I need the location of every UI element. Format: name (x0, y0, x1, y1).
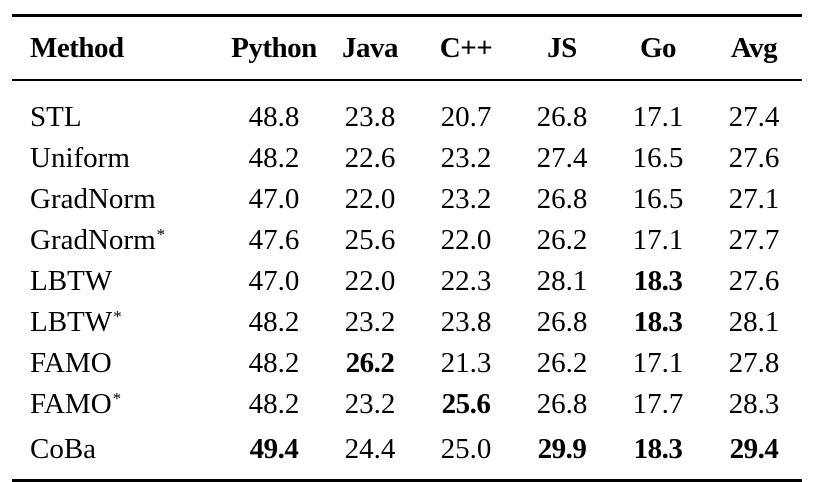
java-value-cell: 23.2 (344, 388, 396, 420)
js-value-cell: 28.1 (536, 265, 588, 297)
cpp-value-cell: 25.0 (440, 432, 492, 465)
go-value-cell: 17.1 (632, 224, 684, 256)
avg-value-cell: 27.6 (728, 265, 780, 297)
java-value-cell: 24.4 (344, 432, 396, 465)
method-cell: FAMO* (12, 384, 226, 425)
java-value-cell: 23.2 (344, 306, 396, 338)
java-value-cell: 25.6 (344, 224, 396, 256)
header-go: Go (639, 31, 677, 64)
python-value-cell: 48.2 (248, 142, 300, 174)
method-name: GradNorm (30, 183, 156, 215)
js-value-cell: 27.4 (536, 142, 588, 174)
method-name: LBTW (30, 306, 113, 338)
method-name: FAMO (30, 347, 112, 379)
js-value-cell: 26.2 (536, 224, 588, 256)
js-value-cell: 26.2 (536, 347, 588, 379)
results-table: Method Python Java C++ JS Go Avg STL 48.8… (12, 14, 802, 482)
results-table-container: Method Python Java C++ JS Go Avg STL 48.8… (12, 14, 802, 482)
avg-value-cell: 27.8 (728, 347, 780, 379)
js-value-cell: 29.9 (537, 432, 587, 465)
variant-asterisk: * (156, 225, 166, 244)
java-value-cell: 26.2 (345, 347, 395, 379)
method-name: LBTW (30, 265, 113, 297)
variant-asterisk: * (113, 307, 122, 326)
table-row: STL 48.8 23.8 20.7 26.8 17.1 27.4 (12, 80, 802, 138)
method-cell: LBTW (12, 261, 226, 302)
python-value-cell: 48.2 (248, 347, 300, 379)
method-cell: Uniform (12, 138, 226, 179)
table-row: GradNorm* 47.6 25.6 22.0 26.2 17.1 27.7 (12, 220, 802, 261)
method-cell: GradNorm (12, 179, 226, 220)
method-cell: CoBa (12, 425, 226, 481)
table-row: LBTW* 48.2 23.2 23.8 26.8 18.3 28.1 (12, 302, 802, 343)
js-value-cell: 26.8 (536, 183, 588, 215)
cpp-value-cell: 23.2 (440, 183, 492, 215)
table-body: STL 48.8 23.8 20.7 26.8 17.1 27.4 Uniform 48.2 22… (12, 80, 802, 481)
avg-value-cell: 29.4 (729, 432, 779, 465)
python-value-cell: 47.0 (248, 265, 300, 297)
avg-value-cell: 28.1 (728, 306, 780, 338)
method-name: CoBa (30, 432, 97, 465)
header-cpp: C++ (439, 31, 493, 64)
header-avg: Avg (730, 31, 778, 64)
table-row: CoBa 49.4 24.4 25.0 29.9 18.3 29.4 (12, 425, 802, 481)
header-python: Python (231, 31, 317, 64)
python-value-cell: 47.0 (248, 183, 300, 215)
python-value-cell: 48.8 (248, 101, 300, 133)
cpp-value-cell: 21.3 (440, 347, 492, 379)
header-method: Method (30, 31, 124, 64)
avg-value-cell: 27.4 (728, 101, 780, 133)
cpp-value-cell: 20.7 (440, 101, 492, 133)
method-cell: STL (12, 80, 226, 138)
python-value-cell: 48.2 (248, 388, 300, 420)
cpp-value-cell: 25.6 (441, 388, 491, 420)
cpp-value-cell: 23.2 (440, 142, 492, 174)
table-row: FAMO* 48.2 23.2 25.6 26.8 17.7 28.3 (12, 384, 802, 425)
java-value-cell: 22.6 (344, 142, 396, 174)
variant-asterisk: * (112, 389, 122, 408)
go-value-cell: 17.7 (632, 388, 684, 420)
go-value-cell: 17.1 (632, 101, 684, 133)
header-java: Java (342, 31, 399, 64)
header-js: JS (547, 31, 577, 64)
go-value-cell: 18.3 (633, 432, 683, 465)
cpp-value-cell: 22.3 (440, 265, 492, 297)
method-cell: GradNorm* (12, 220, 226, 261)
js-value-cell: 26.8 (536, 101, 588, 133)
table-row: GradNorm 47.0 22.0 23.2 26.8 16.5 27.1 (12, 179, 802, 220)
python-value-cell: 49.4 (249, 432, 299, 465)
python-value-cell: 48.2 (248, 306, 300, 338)
avg-value-cell: 27.7 (728, 224, 780, 256)
table-row: FAMO 48.2 26.2 21.3 26.2 17.1 27.8 (12, 343, 802, 384)
cpp-value-cell: 22.0 (440, 224, 492, 256)
java-value-cell: 22.0 (344, 265, 396, 297)
method-name: STL (30, 101, 82, 133)
java-value-cell: 22.0 (344, 183, 396, 215)
go-value-cell: 16.5 (632, 142, 684, 174)
method-name: FAMO (30, 388, 112, 420)
python-value-cell: 47.6 (248, 224, 300, 256)
js-value-cell: 26.8 (536, 388, 588, 420)
cpp-value-cell: 23.8 (440, 306, 492, 338)
avg-value-cell: 27.1 (728, 183, 780, 215)
avg-value-cell: 28.3 (728, 388, 780, 420)
table-header: Method Python Java C++ JS Go Avg (12, 15, 802, 80)
header-row: Method Python Java C++ JS Go Avg (12, 15, 802, 80)
table-row: LBTW 47.0 22.0 22.3 28.1 18.3 27.6 (12, 261, 802, 302)
go-value-cell: 18.3 (633, 265, 683, 297)
method-name: GradNorm (30, 224, 156, 256)
method-name: Uniform (30, 142, 130, 174)
go-value-cell: 16.5 (632, 183, 684, 215)
method-cell: FAMO (12, 343, 226, 384)
js-value-cell: 26.8 (536, 306, 588, 338)
java-value-cell: 23.8 (344, 101, 396, 133)
method-cell: LBTW* (12, 302, 226, 343)
go-value-cell: 17.1 (632, 347, 684, 379)
table-row: Uniform 48.2 22.6 23.2 27.4 16.5 27.6 (12, 138, 802, 179)
go-value-cell: 18.3 (633, 306, 683, 338)
avg-value-cell: 27.6 (728, 142, 780, 174)
